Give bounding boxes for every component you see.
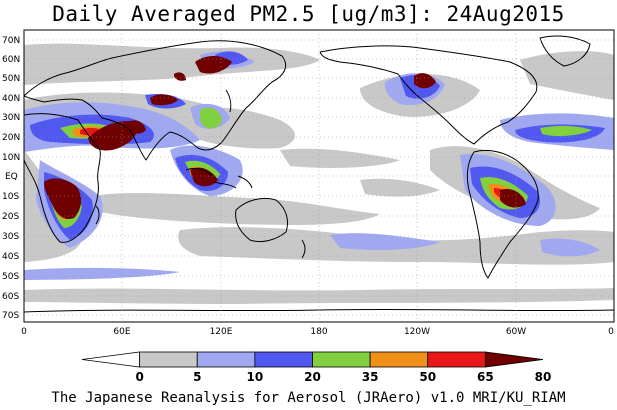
lat-label: 10S <box>2 192 19 202</box>
map-title: Daily Averaged PM2.5 [ug/m3]: 24Aug2015 <box>52 2 565 26</box>
lat-label: 70N <box>2 36 20 46</box>
colorbar-segment <box>312 351 371 368</box>
colorbar-tick-label: 50 <box>419 370 436 384</box>
coastlines <box>24 35 614 313</box>
lat-label: 40N <box>2 94 20 104</box>
lat-label: 20S <box>2 212 19 222</box>
colorbar-tick-label: 65 <box>477 370 494 384</box>
lat-label: 30N <box>2 113 20 123</box>
colorbar-segment <box>254 351 313 368</box>
lon-label: 120W <box>404 327 430 337</box>
colorbar-tick-label: 5 <box>193 370 201 384</box>
lat-label: 10N <box>2 153 20 163</box>
lat-label: 20N <box>2 133 20 143</box>
graticule <box>24 30 614 322</box>
lon-label: 120E <box>210 327 233 337</box>
colorbar-tick-label: 20 <box>304 370 321 384</box>
lat-labels: 70N 60N 50N 40N 30N 20N 10N EQ 10S 20S 3… <box>2 36 20 321</box>
lon-label: 60W <box>506 327 526 337</box>
lat-label: 50S <box>2 272 19 282</box>
colorbar-tick-label: 0 <box>135 370 143 384</box>
concentration-field <box>24 30 614 322</box>
colorbar-tick-label: 35 <box>362 370 379 384</box>
colorbar-segment <box>81 351 141 368</box>
colorbar-segment <box>139 351 198 368</box>
lat-label: 60S <box>2 292 19 302</box>
footer-credit: The Japanese Reanalysis for Aerosol (JRA… <box>51 390 566 406</box>
lat-label: 50N <box>2 74 20 84</box>
level-80-plus <box>44 56 526 220</box>
lon-label: 0 <box>608 327 614 337</box>
lat-label: 30S <box>2 232 19 242</box>
lon-label: 180 <box>310 327 327 337</box>
lon-label: 0 <box>21 327 27 337</box>
lat-label: 60N <box>2 55 20 65</box>
colorbar-segment <box>484 351 544 368</box>
lon-labels: 0 60E 120E 180 120W 60W 0 <box>21 327 614 337</box>
colorbar-segment <box>427 351 486 368</box>
colorbar-tick-label: 80 <box>535 370 552 384</box>
colorbar-tick-label: 10 <box>247 370 264 384</box>
colorbar-segment <box>196 351 256 368</box>
colorbar: 0 5 10 20 35 50 65 80 <box>81 351 552 384</box>
lat-label: EQ <box>5 172 18 182</box>
lat-label: 70S <box>2 311 19 321</box>
lon-label: 60E <box>113 327 130 337</box>
lat-label: 40S <box>2 252 19 262</box>
colorbar-segment <box>369 351 429 368</box>
